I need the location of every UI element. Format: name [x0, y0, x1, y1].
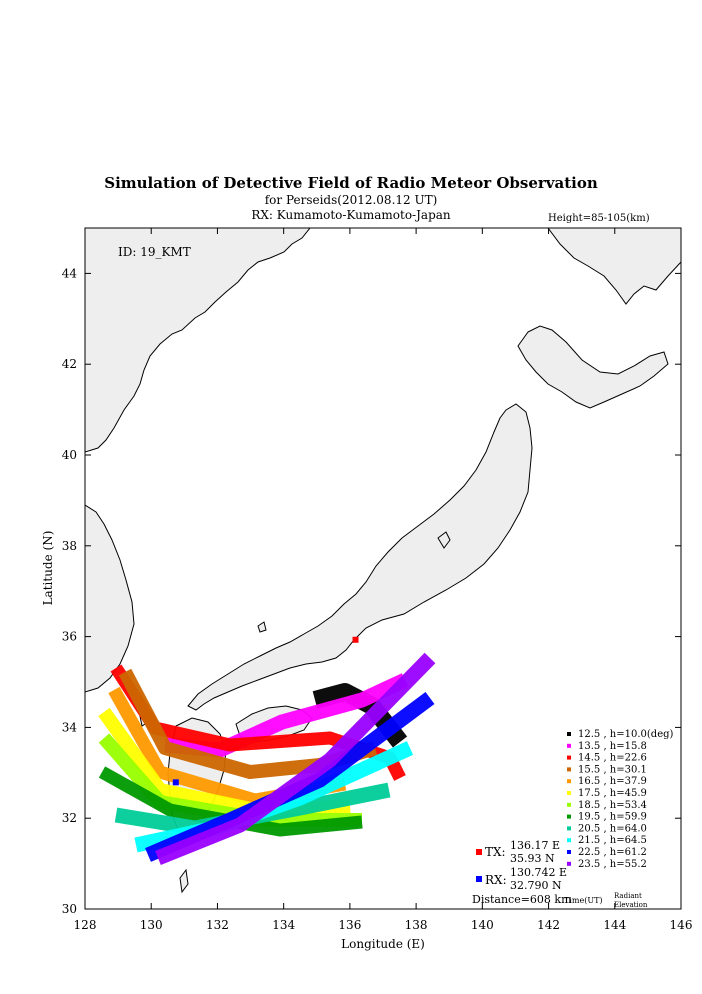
chart-subtitle: for Perseids(2012.08.12 UT): [264, 193, 438, 207]
legend-entry-label: 16.5 , h=37.9: [578, 776, 647, 787]
chart-title: Simulation of Detective Field of Radio M…: [104, 174, 598, 192]
legend-swatch: [567, 755, 571, 760]
legend-swatch: [567, 802, 571, 807]
x-tick-label: 130: [140, 918, 163, 932]
legend-swatch: [567, 838, 571, 843]
y-tick-label: 32: [62, 811, 77, 825]
axes: 128 130 132 134 136 138 140 142 144 146 30 32 34 36 38…: [62, 228, 693, 932]
station-id-label: ID: 19_KMT: [118, 245, 191, 259]
oki-island: [257, 621, 267, 633]
legend-entry-label: 21.5 , h=64.5: [578, 835, 647, 846]
tx-legend-marker: [476, 849, 482, 855]
legend-swatch: [567, 743, 571, 748]
legend-radiant-label: Radiant: [614, 892, 642, 900]
sado-island: [437, 531, 451, 549]
legend-entry-label: 14.5 , h=22.6: [578, 753, 647, 764]
y-tick-label: 38: [62, 539, 77, 553]
x-tick-label: 136: [338, 918, 361, 932]
tx-latitude: 35.93 N: [510, 852, 555, 865]
legend-swatch: [567, 767, 571, 772]
detection-band: [155, 652, 436, 865]
rx-latitude: 32.790 N: [510, 879, 562, 892]
x-tick-label: 132: [206, 918, 229, 932]
legend-entry-label: 15.5 , h=30.1: [578, 764, 647, 775]
tx-longitude: 136.17 E: [510, 839, 560, 852]
hokkaido: [517, 325, 669, 409]
rx-station-marker: [172, 779, 179, 786]
tx-legend-label: TX:: [485, 845, 506, 859]
legend-time-label: Time(UT): [564, 896, 603, 905]
y-tick-label: 42: [62, 357, 77, 371]
legend-entry-label: 22.5 , h=61.2: [578, 847, 647, 858]
sakhalin: [530, 228, 681, 305]
y-tick-label: 40: [62, 448, 77, 462]
distance-label: Distance=608 km: [472, 893, 572, 906]
rx-legend-marker: [476, 876, 482, 882]
legend-swatch: [567, 779, 571, 784]
x-tick-label: 128: [74, 918, 97, 932]
stations: [172, 636, 359, 786]
x-tick-label: 146: [670, 918, 693, 932]
x-tick-label: 134: [272, 918, 295, 932]
legend-swatch: [567, 861, 571, 866]
legend-elevation-label: Elevation: [614, 901, 648, 909]
korea-peninsula: [85, 504, 135, 693]
y-axis-label: Latitude (N): [41, 531, 55, 606]
height-note: Height=85-105(km): [548, 213, 650, 224]
legend-entry-label: 23.5 , h=55.2: [578, 859, 647, 870]
detection-band: [164, 673, 409, 758]
legend-swatch: [567, 791, 571, 795]
rx-longitude: 130.742 E: [510, 866, 567, 879]
plot-frame: [84, 227, 682, 910]
legend-swatch: [567, 732, 571, 736]
legend-entry-label: 17.5 , h=45.9: [578, 788, 647, 799]
korea-landmass: [85, 228, 311, 453]
y-tick-label: 36: [62, 630, 77, 644]
rx-legend-label: RX:: [485, 873, 507, 887]
legend-entry-label: 19.5 , h=59.9: [578, 812, 647, 823]
x-tick-label: 142: [537, 918, 560, 932]
y-tick-label: 30: [62, 902, 77, 916]
receiver-line: RX: Kumamoto-Kumamoto-Japan: [251, 208, 451, 222]
x-tick-label: 140: [471, 918, 494, 932]
legend-entry-label: 18.5 , h=53.4: [578, 800, 647, 811]
detection-band: [98, 733, 362, 827]
x-tick-label: 144: [603, 918, 626, 932]
legend-swatch: [567, 850, 571, 854]
x-axis-label: Longitude (E): [341, 937, 425, 951]
tx-station-marker: [352, 636, 359, 643]
legend-swatch: [567, 814, 571, 819]
legend-entry-label: 20.5 , h=64.0: [578, 823, 647, 834]
detection-bands: [98, 652, 436, 865]
tanegashima-island: [179, 868, 189, 894]
legend-swatch: [567, 826, 571, 831]
legend-entry-label: 12.5 , h=10.0(deg): [578, 729, 674, 740]
y-tick-label: 34: [62, 720, 78, 734]
legend-entry-label: 13.5 , h=15.8: [578, 741, 647, 752]
legend: 12.5 , h=10.0(deg)13.5 , h=15.814.5 , h=…: [567, 729, 674, 870]
honshu: [187, 403, 533, 711]
y-tick-label: 44: [62, 266, 78, 280]
x-tick-label: 138: [405, 918, 428, 932]
